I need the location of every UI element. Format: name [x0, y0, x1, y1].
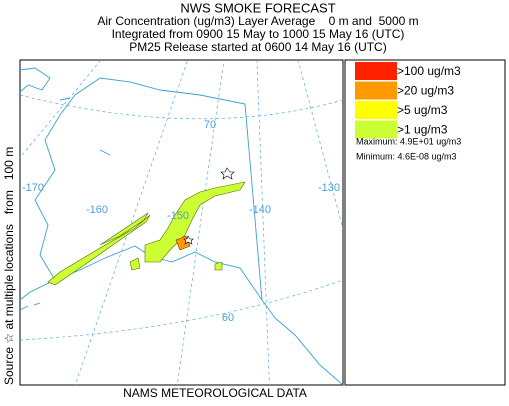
source-star	[220, 167, 235, 180]
coastline	[20, 302, 41, 311]
graticule	[20, 279, 343, 341]
smoke-plume	[144, 181, 246, 263]
coastline	[20, 67, 51, 93]
coastline	[99, 77, 343, 385]
smoke-plume	[99, 212, 149, 246]
subtitle: Air Concentration (ug/m3) Layer Average …	[97, 14, 418, 28]
map-label: -160	[86, 204, 108, 216]
coastline	[59, 97, 111, 156]
map-label: -130	[318, 182, 340, 194]
legend-max: Maximum: 4.9E+01 ug/m3	[356, 136, 461, 146]
coastline	[20, 77, 101, 301]
smoke-plume	[129, 257, 223, 271]
legend-swatch	[355, 62, 397, 80]
graticule	[74, 60, 189, 385]
legend-swatch	[355, 101, 397, 119]
smoke-plume	[47, 214, 151, 286]
source-star	[183, 235, 194, 245]
map-label: -170	[22, 182, 44, 194]
legend-label: >20 ug/m3	[397, 84, 454, 98]
map-label: 70	[204, 119, 216, 131]
legend-swatch	[355, 81, 397, 100]
map: 70 -170 -160 -150 -140 -130 60	[20, 60, 343, 385]
graticule	[256, 60, 270, 385]
legend-label: >5 ug/m3	[397, 103, 448, 117]
legend-swatch	[355, 120, 397, 139]
map-label: -140	[249, 204, 271, 216]
map-label: 60	[222, 312, 234, 324]
map-label: -150	[167, 210, 189, 222]
side-label: Source ☆ at multiple locations from 100 …	[2, 147, 16, 385]
title: NWS SMOKE FORECAST	[180, 0, 335, 15]
subtitle: Integrated from 0900 15 May to 1000 15 M…	[112, 27, 405, 41]
subtitle: PM25 Release started at 0600 14 May 16 (…	[129, 40, 386, 54]
legend: >100 ug/m3 >20 ug/m3 >5 ug/m3 >1 ug/m3	[355, 62, 461, 139]
footer: NAMS METEOROLOGICAL DATA	[123, 386, 307, 400]
legend-min: Minimum: 4.6E-08 ug/m3	[356, 151, 457, 161]
legend-label: >1 ug/m3	[397, 123, 448, 137]
legend-label: >100 ug/m3	[397, 64, 461, 78]
